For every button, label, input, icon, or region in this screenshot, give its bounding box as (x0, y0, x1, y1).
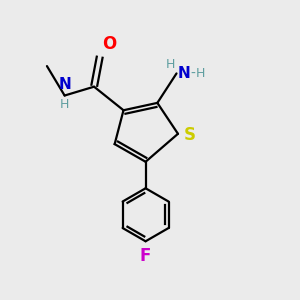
Text: F: F (140, 247, 151, 265)
Text: N: N (178, 66, 191, 81)
Text: H: H (60, 98, 69, 111)
Text: N: N (58, 77, 71, 92)
Text: H: H (166, 58, 175, 71)
Text: S: S (183, 126, 195, 144)
Text: O: O (102, 35, 116, 53)
Text: H: H (196, 67, 205, 80)
Text: -: - (190, 66, 196, 80)
